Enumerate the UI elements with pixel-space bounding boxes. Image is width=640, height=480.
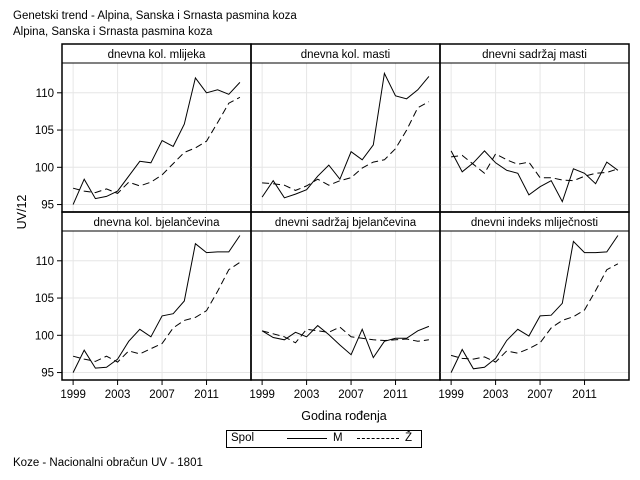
panel-title: dnevni indeks mliječnosti [471,217,598,229]
legend-swatch-solid [287,438,327,439]
x-tick-label: 2011 [383,389,408,401]
y-tick-label: 100 [35,330,54,342]
y-tick-label: 110 [36,256,54,268]
x-tick-label: 2007 [527,389,553,401]
series-line-z [72,261,241,363]
y-axis-title: UV/12 [15,195,29,230]
y-tick-label: 105 [35,125,54,137]
y-tick-label: 95 [41,368,54,380]
x-tick-label: 2011 [572,389,597,401]
panel-title: dnevni sadržaj bjelančevina [275,217,417,229]
series-line-z [451,153,619,182]
series-line-m [261,324,430,359]
legend-label-z: Ž [405,432,413,444]
chart-subtitle: Alpina, Sanska i Srnasta pasmina koza [13,26,213,38]
chart-title: Genetski trend - Alpina, Sanska i Srnast… [13,10,297,22]
x-axis-title: Godina rođenja [301,409,387,423]
x-tick-label: 2003 [105,389,131,401]
x-tick-label: 1999 [438,389,464,401]
panel-frame [439,43,630,213]
y-tick-label: 95 [41,200,54,212]
series-line-z [72,96,241,194]
panel-title: dnevna kol. bjelančevina [94,217,221,229]
y-tick-label: 105 [35,293,54,305]
legend-title: Spol [231,432,255,444]
series-line-m [450,235,619,373]
x-tick-label: 1999 [60,389,86,401]
x-tick-label: 2007 [149,389,175,401]
panel-title: dnevni sadržaj masti [482,49,587,61]
legend: Spol M Ž [226,430,422,448]
panel-frame [250,211,441,381]
panel-frame [61,43,252,213]
series-line-m [72,235,241,373]
panel-frame [61,211,252,381]
x-tick-label: 2007 [338,389,364,401]
panel-frame [250,43,441,213]
y-tick-label: 100 [35,162,54,174]
series-line-m [72,76,241,205]
x-tick-label: 2011 [194,389,219,401]
series-line-m [261,71,430,199]
x-tick-label: 1999 [249,389,275,401]
panel-frame [439,211,630,381]
legend-label-m: M [333,432,343,444]
series-line-z [262,101,430,191]
x-tick-label: 2003 [294,389,320,401]
panel-title: dnevna kol. masti [301,49,391,61]
panel-title: dnevna kol. mlijeka [108,49,206,61]
series-line-m [450,150,619,203]
legend-swatch-dashed [357,438,399,439]
y-tick-label: 110 [36,88,54,100]
series-line-z [450,263,619,363]
x-tick-label: 2003 [483,389,509,401]
footnote: Koze - Nacionalni obračun UV - 1801 [13,457,203,469]
